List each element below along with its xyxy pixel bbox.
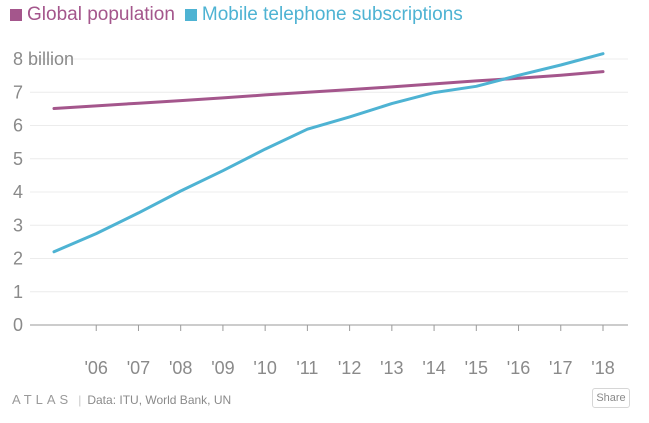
x-tick-label: '09	[211, 358, 234, 378]
legend-label-mobile: Mobile telephone subscriptions	[201, 4, 463, 25]
y-tick-label: 1	[13, 282, 23, 302]
series-line-population	[52, 70, 605, 110]
share-button[interactable]: Share	[592, 388, 630, 408]
x-tick-label: '13	[380, 358, 403, 378]
x-tick-label: '18	[591, 358, 614, 378]
x-tick-label: '12	[338, 358, 361, 378]
x-tick-label: '16	[507, 358, 530, 378]
data-source: Data: ITU, World Bank, UN	[87, 392, 232, 407]
brand-logo: ATLAS	[12, 392, 73, 407]
legend-item-population: Global population	[10, 4, 175, 26]
legend-item-mobile: Mobile telephone subscriptions	[184, 4, 463, 26]
x-tick-label: '15	[465, 358, 488, 378]
series-line-mobile	[52, 52, 605, 254]
y-tick-label: 7	[13, 82, 23, 102]
y-tick-label: 3	[13, 215, 23, 235]
y-tick-label: 8 billion	[13, 49, 74, 69]
x-tick-label: '10	[253, 358, 276, 378]
x-tick-label: '11	[296, 358, 318, 378]
legend-swatch-population	[10, 9, 22, 21]
x-tick-label: '17	[549, 358, 572, 378]
chart-footer: ATLAS | Data: ITU, World Bank, UN	[12, 392, 231, 407]
x-tick-label: '07	[127, 358, 150, 378]
x-tick-label: '06	[84, 358, 107, 378]
y-tick-label: 0	[13, 315, 23, 335]
chart-legend: Global population Mobile telephone subsc…	[10, 4, 463, 26]
x-tick-label: '08	[169, 358, 192, 378]
footer-separator: |	[78, 392, 82, 407]
legend-swatch-mobile	[184, 9, 197, 21]
line-chart: 0 1 2 3 4 5 6 7 8 billion '06 '07 '08 '09 '10 '11 '12 '1…	[13, 49, 628, 378]
y-tick-label: 6	[13, 116, 23, 136]
y-tick-label: 2	[13, 249, 23, 269]
x-tick-label: '14	[422, 358, 445, 378]
y-tick-label: 4	[13, 182, 23, 202]
y-tick-label: 5	[13, 149, 23, 169]
legend-label-population: Global population	[27, 4, 175, 25]
